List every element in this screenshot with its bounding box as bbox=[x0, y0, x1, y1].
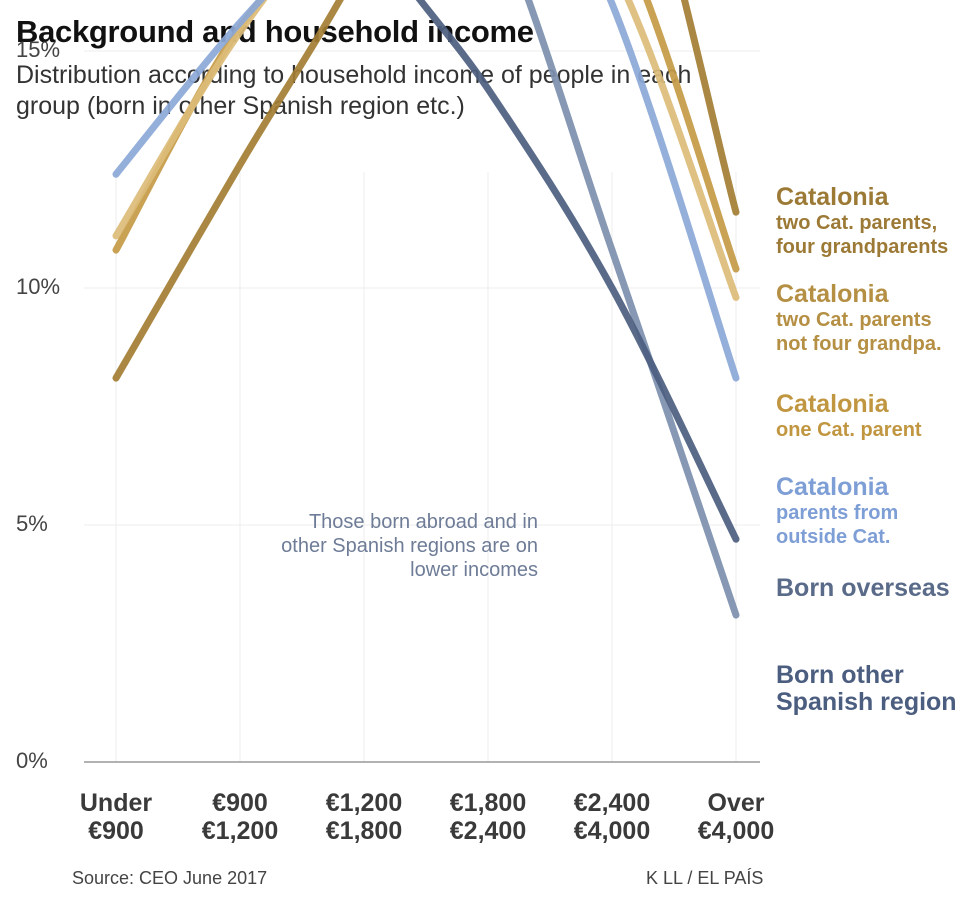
legend-item: Catalonia parents from outside Cat. bbox=[776, 474, 966, 549]
legend-item: Born other Spanish region bbox=[776, 662, 976, 716]
y-tick-label: 15% bbox=[16, 37, 61, 62]
series-line-3 bbox=[112, 0, 740, 301]
legend-name: Catalonia bbox=[776, 280, 889, 308]
chart-subtitle: Distribution according to household inco… bbox=[16, 61, 692, 120]
x-tick-label: €1,800 €2,400 bbox=[449, 789, 527, 845]
credit-note: K LL / EL PAÍS bbox=[646, 868, 764, 888]
legend-item: Catalonia one Cat. parent bbox=[776, 391, 966, 442]
x-tick-label: Under €900 bbox=[79, 789, 153, 845]
source-note: Source: CEO June 2017 bbox=[72, 868, 268, 888]
y-tick-label: 5% bbox=[16, 511, 48, 536]
legend-name: Catalonia bbox=[776, 183, 889, 211]
x-tick-label: €900 €1,200 bbox=[201, 789, 279, 845]
legend-name: Born overseas bbox=[776, 574, 950, 602]
chart-annotation: Those born abroad and in other Spanish r… bbox=[281, 511, 538, 581]
x-tick-label: €2,400 €4,000 bbox=[573, 789, 651, 845]
x-tick-label: €1,200 €1,800 bbox=[325, 789, 403, 845]
legend-name: Catalonia bbox=[776, 390, 889, 418]
legend-name: Catalonia bbox=[776, 473, 889, 501]
series-line-6 bbox=[415, 0, 740, 543]
legend-desc: parents from outside Cat. bbox=[776, 502, 899, 548]
series-line-1 bbox=[112, 0, 740, 382]
series-line-4 bbox=[112, 0, 740, 382]
legend-desc: two Cat. parents not four grandpa. bbox=[776, 309, 942, 355]
legend-item: Born overseas bbox=[776, 575, 976, 602]
legend-item: Catalonia two Cat. parents not four grand… bbox=[776, 281, 966, 356]
legend-desc: one Cat. parent bbox=[776, 419, 922, 441]
x-tick-label: Over €4,000 bbox=[697, 789, 775, 845]
legend-item: Catalonia two Cat. parents, four grandpar… bbox=[776, 184, 966, 259]
legend-name: Born other Spanish region bbox=[776, 661, 957, 716]
legend-desc: two Cat. parents, four grandparents bbox=[776, 212, 949, 258]
y-tick-label: 10% bbox=[16, 274, 61, 299]
y-tick-label: 0% bbox=[16, 748, 48, 773]
